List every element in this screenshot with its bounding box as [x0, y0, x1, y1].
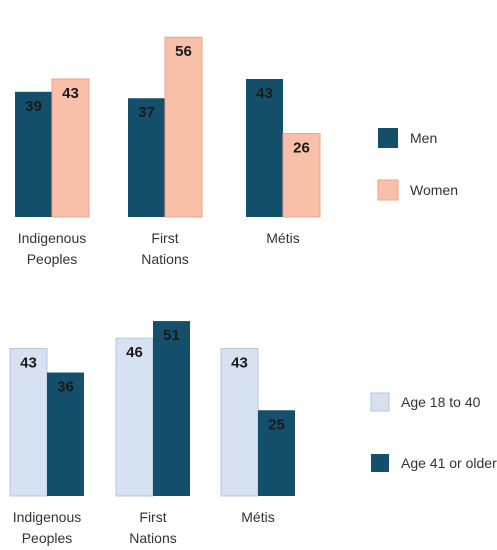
- bar-c1-s2-g3: [282, 133, 321, 218]
- legend-label-c1-s2: Women: [410, 182, 458, 198]
- legend-swatch-c2-s1: [370, 392, 390, 412]
- category-label-c1-g1-l1: Indigenous: [18, 230, 87, 246]
- bar-c2-s2-g3: [258, 410, 295, 496]
- data-label-c1-s2-g2: 56: [175, 43, 192, 60]
- data-label-c2-s2-g3: 25: [268, 416, 285, 433]
- category-label-c2-g3-l1: Métis: [241, 509, 274, 525]
- category-label-c2-g2-l1: First: [139, 509, 166, 525]
- data-label-c2-s2-g2: 51: [163, 327, 180, 344]
- bar-c2-s1-g2: [115, 337, 154, 497]
- legend-label-c2-s1: Age 18 to 40: [401, 394, 481, 410]
- category-label-c1-g3-l1: Métis: [266, 230, 299, 246]
- category-label-c1-g2-l2: Nations: [141, 251, 188, 267]
- bar-c1-s2-g2: [164, 36, 203, 218]
- bar-c1-s1-g3: [246, 78, 283, 217]
- data-label-c1-s1-g3: 43: [256, 85, 273, 102]
- category-label-c2-g2-l2: Nations: [129, 530, 176, 546]
- category-label-c1-g2-l1: First: [151, 230, 178, 246]
- bar-c2-s2-g1: [47, 372, 84, 496]
- bar-c2-s1-g1: [9, 348, 48, 497]
- category-label-c1-g1-l2: Peoples: [27, 251, 78, 267]
- category-label-c2-g1-l2: Peoples: [22, 530, 73, 546]
- data-label-c1-s1-g1: 39: [25, 98, 42, 115]
- bar-c2-s1-g3: [220, 348, 259, 497]
- data-label-c2-s1-g1: 43: [20, 355, 37, 372]
- legend-label-c1-s1: Men: [410, 130, 437, 146]
- category-label-c2-g1-l1: Indigenous: [13, 509, 82, 525]
- legend-label-c2-s2: Age 41 or older: [401, 455, 497, 471]
- legend-swatch-c1-s1: [378, 128, 398, 148]
- data-label-c2-s1-g2: 46: [126, 344, 143, 361]
- bar-c1-s1-g1: [15, 91, 52, 217]
- bar-c1-s1-g2: [128, 98, 165, 217]
- data-label-c2-s1-g3: 43: [231, 355, 248, 372]
- data-label-c2-s2-g1: 36: [57, 379, 74, 396]
- data-label-c1-s1-g2: 37: [138, 104, 155, 121]
- legend-swatch-c1-s2: [377, 179, 399, 201]
- bar-c2-s2-g2: [153, 321, 190, 496]
- data-label-c1-s2-g1: 43: [62, 85, 79, 102]
- data-label-c1-s2-g3: 26: [293, 140, 310, 157]
- legend-swatch-c2-s2: [371, 454, 389, 472]
- bar-c1-s2-g1: [51, 78, 90, 218]
